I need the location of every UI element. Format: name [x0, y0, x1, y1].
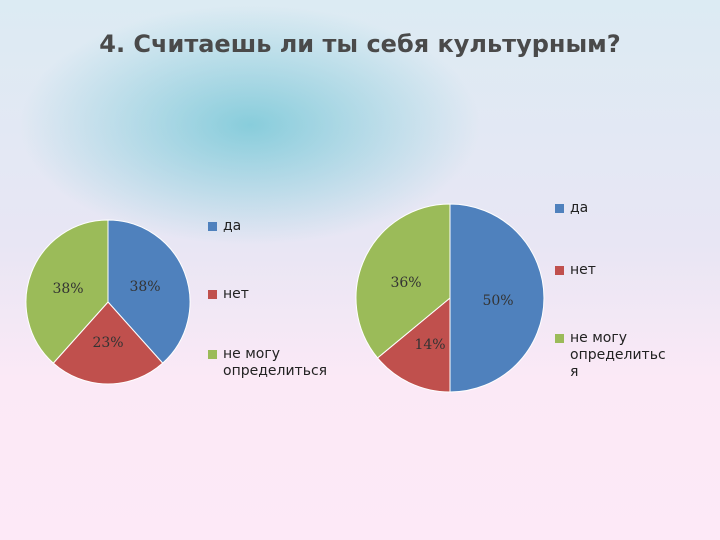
chart2-legend-item: нет: [555, 262, 596, 279]
chart1-data-label: 23%: [92, 335, 123, 351]
chart2-legend-item: да: [555, 200, 588, 217]
chart1-slice-net: [52, 301, 164, 385]
slide-title: 4. Считаешь ли ты себя культурным?: [99, 30, 621, 58]
legend-label: да: [570, 200, 589, 216]
legend-swatch: [208, 290, 217, 299]
pie-chart-2: 50% 14% 36%: [355, 203, 545, 393]
pie-chart-1: 38% 23% 38%: [25, 219, 191, 385]
legend-swatch: [555, 266, 564, 275]
chart1-data-label: 38%: [52, 281, 83, 297]
chart2-data-label: 14%: [414, 337, 445, 353]
legend-label: нет: [223, 286, 249, 302]
chart2-slice-da: [449, 203, 545, 393]
legend-swatch: [555, 334, 564, 343]
chart2-data-label: 36%: [390, 275, 421, 291]
legend-swatch: [555, 204, 564, 213]
chart1-legend-item: нет: [208, 286, 249, 303]
chart1-slice-da: [107, 219, 191, 364]
chart2-slice-ne-mogu: [355, 203, 451, 359]
legend-1: да нет не могу определиться: [208, 218, 368, 398]
legend-label: нет: [570, 262, 596, 278]
chart1-legend-item: не могу определиться: [208, 346, 327, 380]
legend-2: да нет не могу определитьс я: [555, 200, 705, 400]
chart2-legend-item: не могу определитьс я: [555, 330, 666, 381]
chart2-slice-net: [376, 296, 451, 393]
chart2-data-label: 50%: [482, 293, 513, 309]
legend-label: да: [223, 218, 242, 234]
chart1-slice-ne-mogu: [25, 219, 109, 364]
legend-swatch: [208, 222, 217, 231]
chart1-legend-item: да: [208, 218, 241, 235]
chart1-data-label: 38%: [129, 279, 160, 295]
legend-swatch: [208, 350, 217, 359]
